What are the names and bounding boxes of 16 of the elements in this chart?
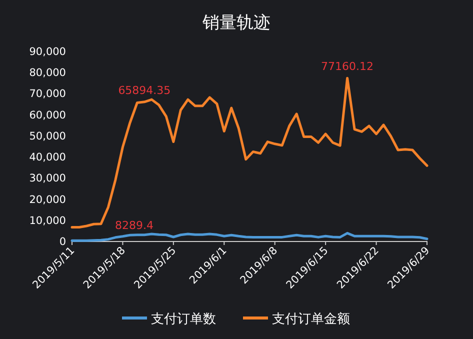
y-tick-label: 70,000 — [29, 88, 66, 100]
y-tick-label: 0 — [59, 236, 66, 248]
legend-label: 支付订单数 — [151, 312, 216, 327]
y-tick-label: 10,000 — [29, 214, 66, 227]
annotation: 77160.12 — [321, 60, 374, 74]
annotation: 65894.35 — [118, 84, 171, 97]
y-tick-label: 50,000 — [29, 130, 66, 142]
y-tick-label: 60,000 — [29, 109, 66, 122]
title: 销量轨迹 — [202, 13, 270, 33]
y-tick-label: 30,000 — [29, 172, 66, 185]
y-tick-label: 20,000 — [29, 194, 66, 206]
legend-label: 支付订单金额 — [272, 312, 350, 327]
y-tick-label: 80,000 — [29, 67, 66, 80]
y-tick-label: 90,000 — [29, 46, 66, 58]
y-tick-label: 40,000 — [29, 152, 66, 164]
annotation: 8289.4 — [115, 219, 154, 232]
